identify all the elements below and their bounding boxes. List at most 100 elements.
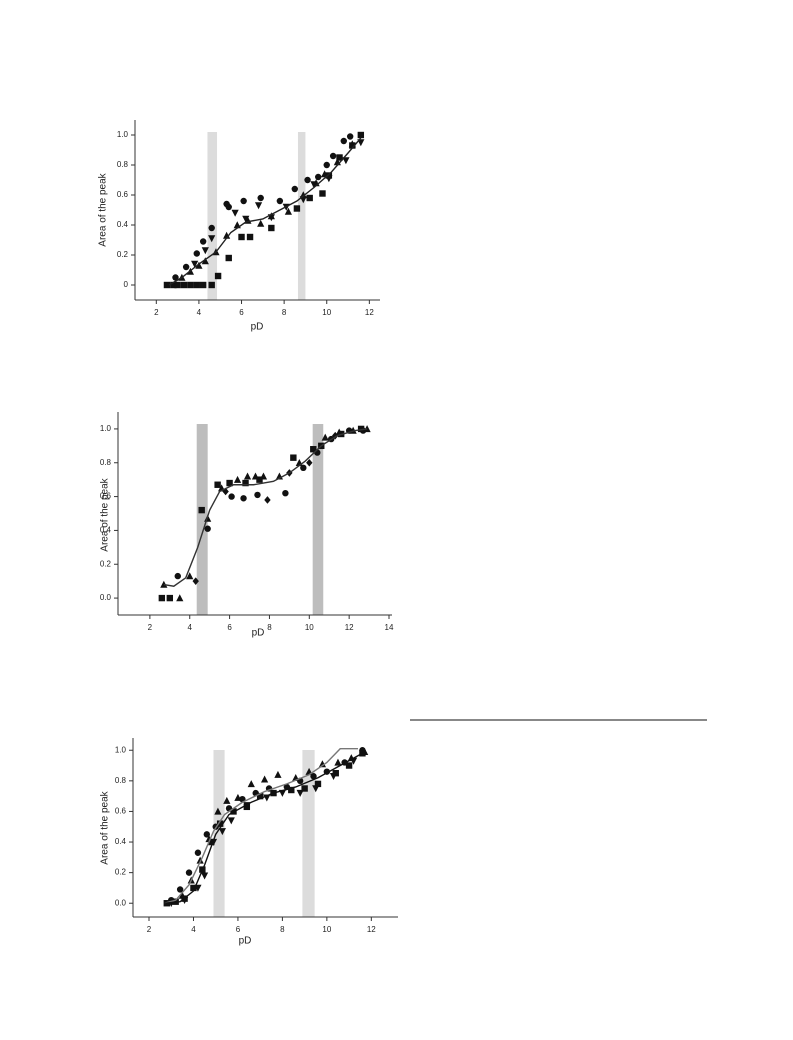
x-tick-label: 6 [236, 925, 241, 934]
marker-square [190, 884, 197, 892]
marker-triangle [196, 856, 204, 864]
x-tick-label: 6 [239, 308, 244, 317]
y-tick-label: 0.8 [115, 776, 127, 785]
x-tick-label: 10 [305, 623, 314, 632]
y-tick-label: 0.0 [115, 898, 127, 907]
x-tick-label: 8 [280, 925, 285, 934]
y-tick-label: 0.4 [117, 220, 129, 229]
y-tick-label: 0.2 [117, 250, 129, 259]
highlight-band [207, 132, 218, 300]
x-tick-label: 12 [345, 623, 354, 632]
y-axis-title: Area of the peak [98, 172, 109, 246]
marker-circle [240, 197, 247, 205]
x-tick-label: 4 [197, 308, 202, 317]
y-tick-label: 1.0 [100, 424, 112, 433]
fit-line [164, 752, 363, 904]
marker-triangle [251, 472, 260, 480]
marker-triangle-down [310, 181, 318, 189]
marker-square [216, 820, 224, 827]
marker-triangle [186, 572, 194, 580]
marker-circle [193, 250, 200, 257]
marker-triangle-down [200, 872, 209, 880]
marker-diamond [332, 431, 339, 440]
marker-square [208, 281, 215, 289]
y-tick-label: 0.6 [100, 492, 112, 501]
marker-circle [359, 427, 367, 434]
marker-square [319, 190, 326, 197]
chart: 2 4 6 8 10 12 0.0 0.2 0.4 0.6 0.8 1.0 pD Area of the … [100, 738, 398, 947]
marker-triangle [214, 807, 222, 815]
marker-circle [208, 224, 215, 232]
marker-triangle-down [342, 157, 350, 165]
x-tick-label: 2 [148, 623, 153, 632]
marker-circle [276, 197, 284, 205]
marker-triangle [361, 747, 369, 755]
marker-diamond [192, 577, 199, 585]
marker-square [163, 281, 171, 289]
marker-square [225, 254, 232, 262]
fit-line [168, 137, 362, 286]
marker-triangle [160, 580, 168, 588]
marker-square [301, 785, 308, 792]
marker-square [198, 506, 205, 514]
marker-square [187, 281, 194, 289]
x-axis-title: pD [239, 936, 252, 947]
x-tick-label: 10 [322, 308, 331, 317]
marker-circle [225, 203, 232, 211]
y-tick-label: 0.6 [117, 190, 129, 199]
marker-square [174, 281, 181, 289]
marker-circle [340, 137, 347, 145]
y-tick-label: 1.0 [115, 745, 127, 754]
marker-circle [199, 238, 207, 245]
marker-square [336, 154, 343, 161]
marker-square [293, 205, 301, 212]
marker-circle [228, 493, 235, 500]
highlight-band [213, 750, 225, 917]
marker-square [214, 272, 222, 280]
marker-circle [185, 869, 193, 876]
marker-square [288, 786, 295, 794]
y-axis-title: Area of the peak [100, 477, 111, 551]
marker-circle [323, 161, 330, 169]
marker-triangle [321, 433, 329, 441]
x-tick-label: 8 [282, 308, 287, 317]
marker-circle [240, 495, 247, 502]
chart: 2 4 6 8 10 12 14 0.0 0.2 0.4 0.6 0.8 1.0 pD Area of th… [100, 412, 394, 639]
marker-square [310, 446, 317, 453]
x-tick-label: 10 [322, 925, 331, 934]
marker-triangle [223, 796, 231, 804]
marker-circle [174, 572, 181, 580]
marker-circle [300, 464, 307, 472]
marker-square [158, 594, 166, 602]
marker-triangle-down [325, 175, 333, 183]
highlight-band [297, 132, 306, 300]
marker-triangle [335, 428, 343, 436]
marker-triangle [257, 219, 265, 227]
marker-square [256, 792, 264, 800]
y-tick-label: 0.2 [115, 868, 127, 877]
marker-triangle [234, 793, 242, 801]
marker-triangle [195, 261, 203, 269]
marker-triangle [261, 775, 269, 783]
marker-circle [346, 133, 354, 140]
fit-line [164, 748, 358, 904]
marker-square [199, 281, 207, 289]
x-tick-label: 2 [147, 925, 152, 934]
marker-square [242, 479, 249, 487]
x-tick-label: 2 [154, 308, 159, 317]
y-tick-label: 0.8 [100, 458, 112, 467]
y-tick-label: 0.0 [100, 593, 112, 602]
marker-square [214, 481, 221, 488]
x-tick-label: 8 [267, 623, 272, 632]
marker-square [345, 762, 353, 769]
marker-triangle-down [201, 247, 209, 255]
x-axis-title: pD [251, 322, 264, 333]
marker-circle [203, 831, 211, 838]
x-tick-label: 6 [227, 623, 232, 632]
marker-circle [204, 525, 211, 532]
x-tick-label: 12 [365, 308, 374, 317]
fit-line [163, 428, 368, 587]
marker-circle [182, 263, 190, 271]
marker-triangle-down [227, 817, 235, 825]
marker-triangle-down [242, 215, 250, 223]
